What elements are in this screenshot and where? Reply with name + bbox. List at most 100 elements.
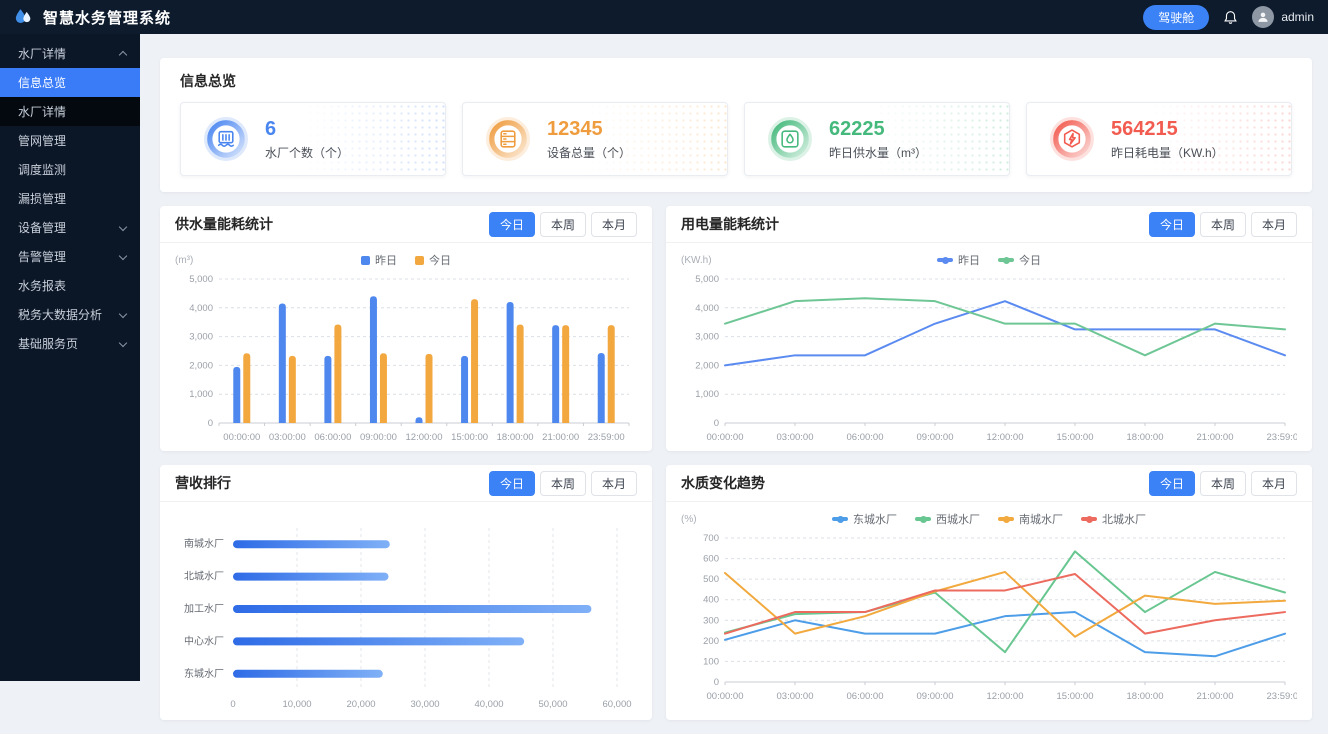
svg-text:4,000: 4,000	[189, 303, 213, 314]
svg-text:15:00:00: 15:00:00	[1057, 691, 1094, 702]
svg-text:东城水厂: 东城水厂	[184, 667, 224, 680]
tab-month[interactable]: 本月	[590, 211, 637, 237]
sidebar-item-water-plant-detail[interactable]: 水厂详情	[18, 105, 67, 119]
svg-text:600: 600	[703, 554, 719, 565]
svg-text:0: 0	[714, 418, 719, 429]
y-axis-unit: (KW.h)	[681, 254, 712, 266]
tab-today[interactable]: 今日	[488, 211, 535, 237]
svg-text:21:00:00: 21:00:00	[1197, 691, 1234, 702]
stat-value: 62225	[829, 117, 885, 140]
svg-text:5,000: 5,000	[695, 274, 719, 285]
svg-text:0: 0	[230, 699, 235, 710]
energy-icon	[1050, 117, 1094, 161]
svg-text:500: 500	[703, 574, 719, 585]
sidebar-item-bigdata-analysis[interactable]: 税务大数据分析	[0, 300, 140, 329]
sidebar-item-water-plant-detail-group[interactable]: 水厂详情	[0, 39, 140, 68]
svg-text:加工水厂: 加工水厂	[184, 603, 224, 615]
stat-cards-row: 6 水厂个数（个） 12345 设备总量（个） 62225 昨日供水量（m³） 564215…	[180, 102, 1292, 176]
sidebar-item-leakage[interactable]: 漏损管理	[18, 192, 67, 206]
tab-week[interactable]: 本周	[1199, 211, 1246, 237]
sidebar-item-dispatch-monitor[interactable]: 调度监测	[18, 163, 67, 177]
svg-text:40,000: 40,000	[474, 699, 503, 710]
stat-label: 设备总量（个）	[547, 145, 632, 160]
svg-text:12:00:00: 12:00:00	[987, 691, 1024, 702]
svg-text:00:00:00: 00:00:00	[707, 432, 744, 443]
user-menu[interactable]: admin	[1252, 6, 1314, 28]
chevron-down-icon	[118, 309, 128, 318]
sidebar-submenu: 信息总览 水厂详情	[0, 68, 140, 126]
time-range-tabs: 今日 本周 本月	[1148, 211, 1297, 237]
svg-text:1,000: 1,000	[695, 389, 719, 400]
water-plant-icon	[204, 117, 248, 161]
water-quality-line-chart: 0 100 200 300 400 500 600 700 00:00:00 03:00:00 06…	[703, 533, 1297, 702]
y-axis-unit: (m³)	[175, 254, 194, 266]
legend-item[interactable]: 昨日	[937, 252, 980, 268]
svg-text:12:00:00: 12:00:00	[987, 432, 1024, 443]
stat-value: 564215	[1111, 117, 1178, 140]
device-total-icon	[486, 117, 530, 161]
chevron-down-icon	[118, 338, 128, 347]
svg-text:3,000: 3,000	[189, 332, 213, 343]
svg-text:10,000: 10,000	[282, 699, 311, 710]
water-supply-icon	[768, 117, 812, 161]
svg-text:700: 700	[703, 533, 719, 544]
stat-label: 昨日供水量（m³）	[829, 145, 927, 160]
legend-item[interactable]: 东城水厂	[832, 511, 897, 527]
svg-text:03:00:00: 03:00:00	[777, 432, 814, 443]
cockpit-button[interactable]: 驾驶舱	[1143, 4, 1210, 30]
stat-value: 12345	[547, 117, 603, 140]
panel-title: 用电量能耗统计	[681, 216, 779, 232]
svg-text:30,000: 30,000	[410, 699, 439, 710]
stat-card: 12345 设备总量（个）	[462, 102, 728, 176]
legend-item[interactable]: 今日	[415, 252, 451, 268]
tab-week[interactable]: 本周	[539, 470, 586, 496]
svg-text:09:00:00: 09:00:00	[360, 432, 397, 443]
username: admin	[1281, 10, 1314, 24]
svg-text:2,000: 2,000	[189, 360, 213, 371]
legend-item[interactable]: 今日	[998, 252, 1041, 268]
svg-text:18:00:00: 18:00:00	[497, 432, 534, 443]
sidebar-item-device-mgmt[interactable]: 设备管理	[0, 213, 140, 242]
sidebar-item-info-overview[interactable]: 信息总览	[0, 68, 140, 97]
chevron-down-icon	[118, 251, 128, 260]
avatar	[1252, 6, 1275, 28]
svg-text:06:00:00: 06:00:00	[847, 691, 884, 702]
stat-card: 564215 昨日耗电量（KW.h）	[1026, 102, 1292, 176]
svg-text:21:00:00: 21:00:00	[1197, 432, 1234, 443]
legend-item[interactable]: 西城水厂	[915, 511, 980, 527]
tab-week[interactable]: 本周	[1199, 470, 1246, 496]
revenue-ranking-panel: 营收排行 今日 本周 本月 0 10,000 20,000 30,000 40,000 5…	[160, 465, 652, 720]
svg-text:400: 400	[703, 595, 719, 606]
overview-title: 信息总览	[180, 73, 236, 89]
sidebar-item-alarm-mgmt[interactable]: 告警管理	[0, 242, 140, 271]
legend-item[interactable]: 南城水厂	[998, 511, 1063, 527]
tab-today[interactable]: 今日	[1148, 211, 1195, 237]
svg-text:20,000: 20,000	[346, 699, 375, 710]
panel-title: 水质变化趋势	[681, 475, 765, 491]
svg-text:100: 100	[703, 656, 719, 667]
svg-text:15:00:00: 15:00:00	[1057, 432, 1094, 443]
svg-text:0: 0	[714, 677, 719, 688]
svg-text:18:00:00: 18:00:00	[1127, 691, 1164, 702]
svg-text:21:00:00: 21:00:00	[542, 432, 579, 443]
tab-month[interactable]: 本月	[1250, 470, 1297, 496]
water-quality-trend-panel: 水质变化趋势 今日 本周 本月 (%) 东城水厂 西城水厂 南城水厂 北城水厂 0 10…	[666, 465, 1312, 720]
sidebar-item-basic-service[interactable]: 基础服务页	[0, 329, 140, 358]
notification-bell-icon[interactable]	[1223, 10, 1238, 25]
tab-today[interactable]: 今日	[1148, 470, 1195, 496]
tab-month[interactable]: 本月	[1250, 211, 1297, 237]
revenue-hbar-chart: 0 10,000 20,000 30,000 40,000 50,000 60,000 南城水…	[184, 528, 632, 710]
tab-week[interactable]: 本周	[539, 211, 586, 237]
svg-text:00:00:00: 00:00:00	[223, 432, 260, 443]
time-range-tabs: 今日 本周 本月	[1148, 470, 1297, 496]
sidebar-item-pipe-network[interactable]: 管网管理	[18, 134, 67, 148]
legend-item[interactable]: 昨日	[361, 252, 397, 268]
sidebar-item-water-report[interactable]: 水务报表	[18, 279, 67, 293]
tab-today[interactable]: 今日	[488, 470, 535, 496]
app-header: 智慧水务管理系统 驾驶舱 admin	[0, 0, 1328, 34]
legend-item[interactable]: 北城水厂	[1081, 511, 1146, 527]
tab-month[interactable]: 本月	[590, 470, 637, 496]
electricity-energy-panel: 用电量能耗统计 今日 本周 本月 (KW.h) 昨日 今日 0 1,000 2,000…	[666, 206, 1312, 451]
svg-text:50,000: 50,000	[538, 699, 567, 710]
svg-text:23:59:00: 23:59:00	[1267, 691, 1297, 702]
